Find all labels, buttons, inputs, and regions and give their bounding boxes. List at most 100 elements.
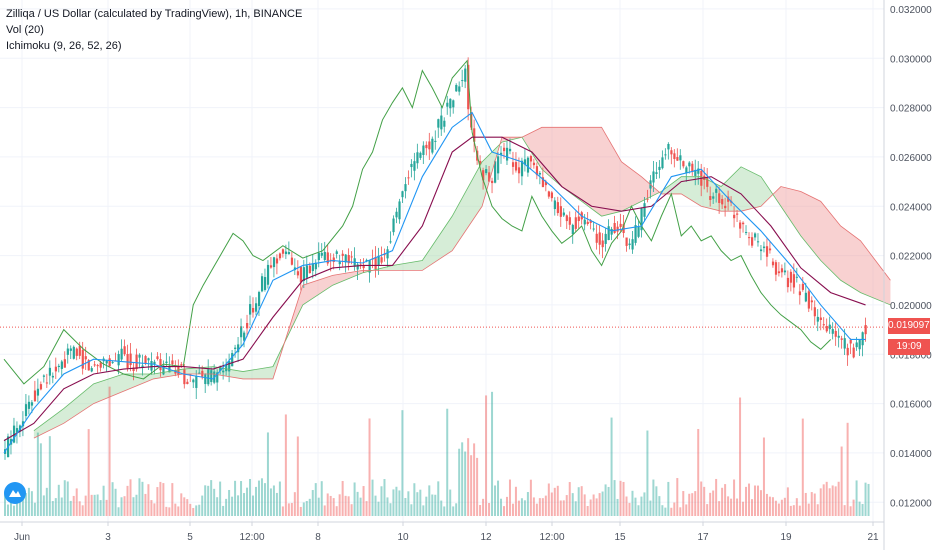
candle [174, 360, 177, 377]
time-tick-label: 12:00 [239, 532, 264, 543]
candle-body [368, 260, 371, 273]
candle [849, 338, 852, 354]
candle [141, 354, 144, 376]
candle [553, 197, 556, 216]
volume-bar [359, 497, 362, 516]
volume-bar [252, 495, 255, 516]
candle [228, 353, 231, 383]
candle-body [311, 263, 314, 272]
candle-body [380, 257, 383, 263]
volume-bar [706, 504, 709, 516]
candle-body [434, 140, 437, 142]
candle-body [526, 157, 530, 173]
volume-bar [774, 500, 777, 516]
candle-body [759, 249, 763, 252]
volume-bar [428, 485, 431, 516]
candle-body [66, 348, 69, 355]
candle-body [807, 291, 810, 309]
volume-bar [849, 506, 852, 516]
candle-body [246, 323, 249, 329]
tradingview-logo-icon[interactable] [4, 482, 26, 504]
candle-body [269, 265, 273, 268]
candle-body [694, 169, 697, 176]
candle-body [359, 264, 362, 266]
volume-bar [183, 497, 186, 516]
volume-bar [538, 498, 541, 516]
candle [407, 170, 410, 185]
candle [72, 345, 75, 360]
volume-bar [374, 495, 377, 516]
candle [846, 343, 849, 366]
candle [655, 161, 658, 180]
logo-glyph-icon [9, 490, 21, 497]
candle-body [308, 265, 311, 274]
candle-body [249, 304, 252, 315]
candle-body [467, 64, 470, 110]
candle [541, 167, 545, 188]
candle-body [804, 292, 807, 302]
candle-body [529, 156, 533, 162]
candle-body [852, 347, 855, 358]
candle [798, 284, 802, 305]
candle-body [505, 147, 509, 161]
candle [425, 141, 428, 156]
candle [434, 130, 437, 150]
candle-body [670, 150, 673, 155]
volume-bar [246, 487, 249, 516]
volume-bar [756, 485, 759, 516]
candle-body [243, 332, 246, 341]
candle-body [126, 354, 129, 369]
candle [198, 364, 201, 374]
candle-body [562, 212, 565, 216]
volume-bar [748, 483, 751, 516]
candle-body [171, 360, 174, 365]
candle-body [36, 388, 40, 396]
candle [249, 295, 252, 326]
candle-body [697, 168, 700, 174]
candle-body [550, 192, 554, 199]
ichimoku-indicator-label[interactable]: Ichimoku (9, 26, 52, 26) [6, 40, 122, 52]
candle-body [831, 329, 834, 334]
candle-body [198, 372, 201, 374]
candle [810, 296, 813, 311]
candle [864, 317, 867, 342]
candle [670, 147, 673, 165]
candle-body [284, 251, 288, 255]
candle-body [520, 160, 524, 177]
volume-bar [586, 505, 589, 516]
volume-bar [607, 486, 610, 516]
candle-body [428, 141, 431, 150]
volume-bar [78, 501, 81, 516]
price-tick-label: 0.01200000 [890, 498, 932, 509]
symbol-title[interactable]: Zilliqa / US Dollar (calculated by Tradi… [6, 8, 303, 20]
volume-bar [323, 505, 326, 516]
candle [225, 358, 228, 376]
volume-bar [144, 493, 147, 516]
candle-body [523, 159, 527, 165]
candle-body [508, 148, 512, 152]
candle-body [819, 317, 822, 320]
volume-bar [562, 500, 565, 516]
time-tick-label: Jun [14, 532, 30, 543]
candle-body [365, 259, 368, 262]
volume-bar [311, 490, 314, 516]
volume-bar [389, 503, 392, 516]
candle [721, 195, 724, 209]
candle-body [858, 340, 861, 350]
candle-body [849, 339, 852, 344]
candle [293, 258, 297, 276]
volume-bar [434, 494, 437, 516]
candle-body [287, 252, 291, 255]
volume-bar [464, 451, 467, 516]
volume-bar [141, 481, 144, 516]
candle [727, 190, 730, 211]
candle-body [141, 365, 144, 368]
candle-body [861, 332, 864, 346]
volume-indicator-label[interactable]: Vol (20) [6, 24, 44, 36]
candle-body [628, 243, 631, 246]
volume-bar [658, 496, 661, 516]
volume-bar [673, 502, 676, 516]
candle-body [57, 365, 60, 368]
candle-body [455, 85, 458, 92]
